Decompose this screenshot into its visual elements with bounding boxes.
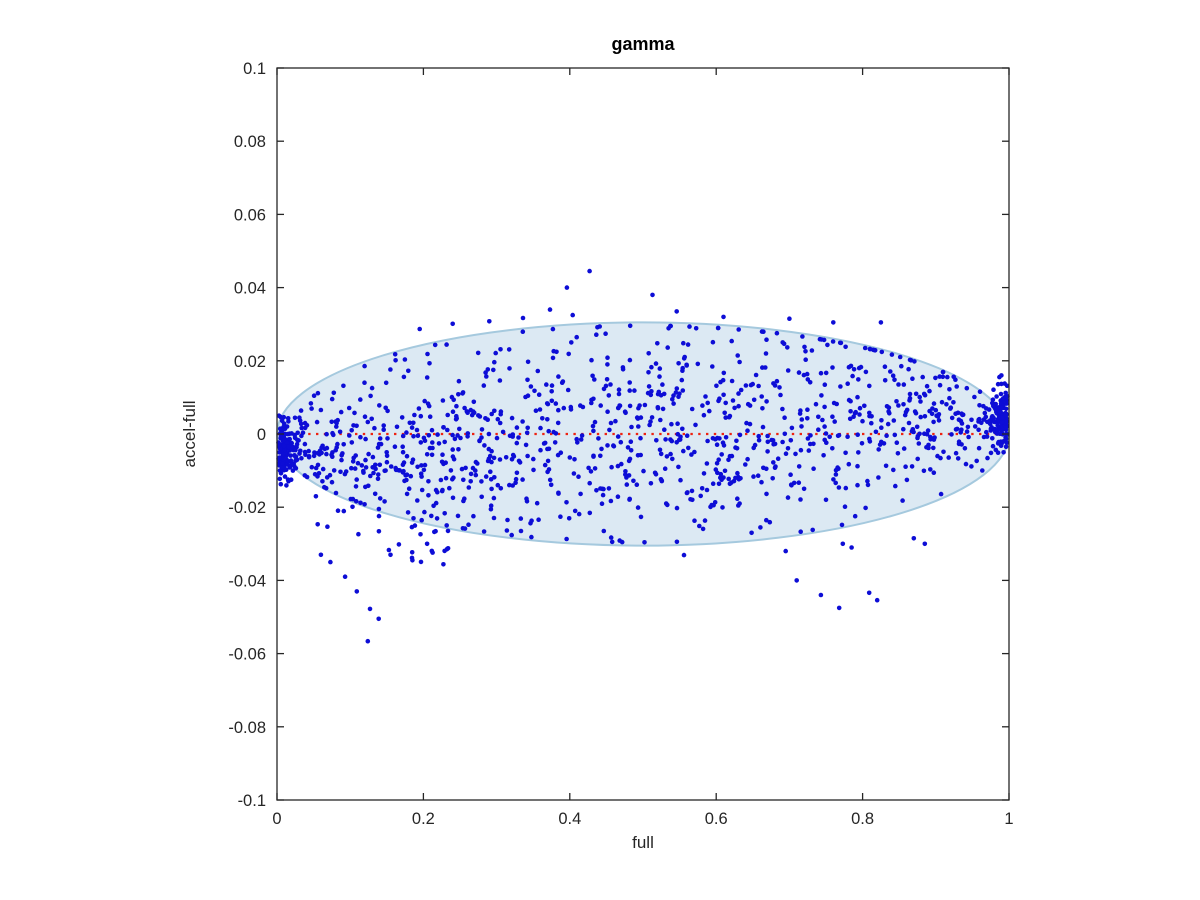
x-tick-label: 1 (1004, 810, 1013, 828)
y-tick-label: -0.06 (228, 646, 266, 664)
y-tick-label: 0.1 (243, 60, 266, 78)
y-axis-label: accel-full (180, 400, 199, 468)
x-tick-label: 0.8 (851, 810, 874, 828)
y-tick-label: 0.06 (234, 206, 266, 224)
y-tick-label: 0 (257, 426, 266, 444)
x-tick-label: 0 (272, 810, 281, 828)
y-tick-label: 0.08 (234, 133, 266, 151)
x-tick-label: 0.2 (412, 810, 435, 828)
axis-ticks (276, 67, 1010, 801)
y-tick-label: -0.02 (228, 499, 266, 517)
scatter-points (276, 268, 1010, 644)
x-tick-label: 0.4 (558, 810, 581, 828)
y-tick-label: -0.04 (228, 572, 266, 590)
y-tick-label: 0.02 (234, 353, 266, 371)
chart-title: gamma (611, 34, 675, 54)
axis-tick-labels: 0 0.2 0.4 0.6 0.8 1 0.1 0.08 0.06 0.04 0.02 0 -0.02 -… (228, 60, 1013, 828)
y-tick-label: 0.04 (234, 280, 266, 298)
x-tick-label: 0.6 (705, 810, 728, 828)
x-axis-label: full (632, 833, 654, 852)
y-tick-label: -0.1 (238, 792, 266, 810)
y-tick-label: -0.08 (228, 719, 266, 737)
